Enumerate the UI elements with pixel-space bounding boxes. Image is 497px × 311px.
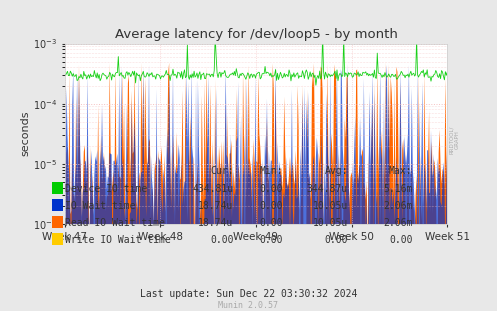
Y-axis label: seconds: seconds (20, 111, 30, 156)
Text: Munin 2.0.57: Munin 2.0.57 (219, 301, 278, 310)
Text: 344.87u: 344.87u (307, 184, 348, 194)
Text: IO Wait time: IO Wait time (65, 201, 135, 211)
Text: Max:: Max: (389, 166, 413, 176)
Text: 0.00: 0.00 (325, 235, 348, 245)
Text: 0.00: 0.00 (389, 235, 413, 245)
Text: 0.00: 0.00 (260, 201, 283, 211)
Text: 10.05u: 10.05u (313, 218, 348, 228)
Text: 18.74u: 18.74u (198, 218, 234, 228)
Text: 434.81u: 434.81u (192, 184, 234, 194)
Title: Average latency for /dev/loop5 - by month: Average latency for /dev/loop5 - by mont… (114, 28, 398, 41)
Text: Min:: Min: (260, 166, 283, 176)
Text: 2.06m: 2.06m (383, 218, 413, 228)
Text: Device IO time: Device IO time (65, 184, 147, 194)
Text: 0.00: 0.00 (260, 235, 283, 245)
Text: Write IO Wait time: Write IO Wait time (65, 235, 170, 245)
Text: 0.00: 0.00 (260, 218, 283, 228)
Text: 0.00: 0.00 (210, 235, 234, 245)
Text: RRDTOOL/
GRAPH: RRDTOOL/ GRAPH (449, 126, 460, 154)
Text: Read IO Wait time: Read IO Wait time (65, 218, 165, 228)
Text: 5.16m: 5.16m (383, 184, 413, 194)
Text: 10.05u: 10.05u (313, 201, 348, 211)
Text: 18.74u: 18.74u (198, 201, 234, 211)
Text: Avg:: Avg: (325, 166, 348, 176)
Text: 0.00: 0.00 (260, 184, 283, 194)
Text: Last update: Sun Dec 22 03:30:32 2024: Last update: Sun Dec 22 03:30:32 2024 (140, 289, 357, 299)
Text: Cur:: Cur: (210, 166, 234, 176)
Text: 2.06m: 2.06m (383, 201, 413, 211)
